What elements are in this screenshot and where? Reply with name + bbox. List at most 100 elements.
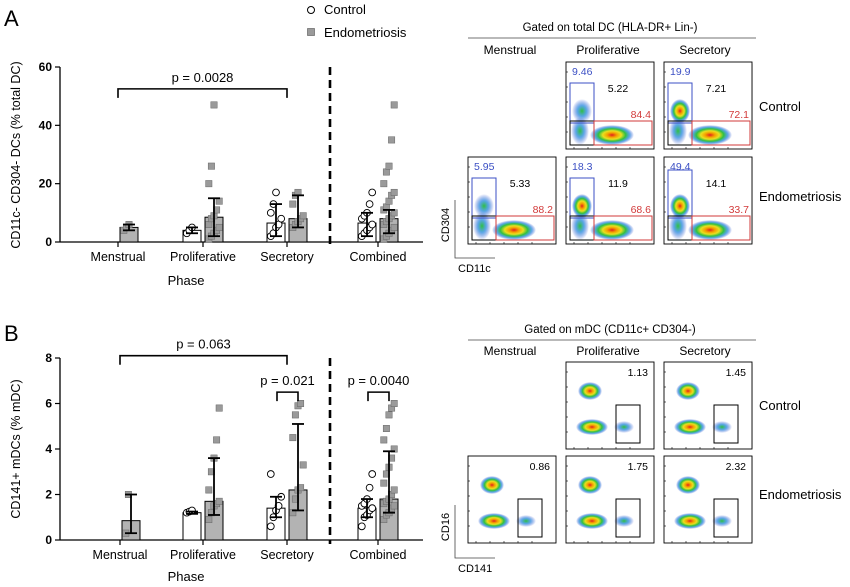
flow-a-title: Gated on total DC (HLA-DR+ Lin-): [523, 22, 698, 34]
data-point: [390, 223, 398, 231]
gate-blue-value: 49.4: [670, 161, 691, 173]
data-point: [385, 411, 393, 419]
data-point: [297, 400, 305, 407]
flow-b-row-control: Control: [759, 398, 801, 413]
gate-red-value: 84.4: [631, 109, 652, 121]
data-point: [289, 200, 297, 208]
flow-plot: 19.9 7.21 72.1: [663, 61, 753, 150]
data-point: [382, 425, 390, 432]
significance-bracket: [119, 354, 288, 365]
data-point: [380, 479, 388, 487]
data-point: [390, 445, 398, 453]
significance-bracket: [276, 391, 299, 402]
data-point: [205, 180, 213, 188]
gate-cd141: [713, 498, 739, 538]
x-tick-label: Menstrual: [91, 250, 146, 264]
bar: [182, 512, 202, 541]
flow-plot: 1.45: [663, 361, 753, 450]
data-point: [365, 483, 374, 492]
density-cloud: [576, 419, 608, 435]
density-cloud: [669, 212, 687, 240]
density-cloud: [670, 99, 690, 123]
data-point: [368, 470, 377, 478]
gate-blue: [667, 82, 693, 124]
gate-black-value: 5.33: [510, 178, 531, 190]
p-value-label: p = 0.0028: [172, 70, 234, 85]
flow-a-col-secretory: Secretory: [679, 43, 730, 57]
gate-red-value: 68.6: [631, 204, 652, 216]
density-cloud: [670, 194, 690, 218]
data-point: [368, 188, 377, 197]
density-cloud: [614, 421, 634, 433]
y-tick-label: 60: [39, 60, 53, 74]
gate-black-value: 7.21: [706, 83, 727, 95]
x-tick-label: Proliferative: [170, 250, 236, 264]
gate-cd141: [615, 404, 641, 444]
data-point: [390, 502, 398, 510]
y-tick-label: 8: [45, 351, 52, 365]
significance-bracket: [117, 88, 288, 98]
gate-blue-value: 5.95: [474, 161, 495, 173]
data-point: [210, 101, 218, 109]
data-point: [385, 197, 393, 205]
density-cloud: [590, 125, 634, 145]
data-point: [289, 434, 297, 442]
gate-red: [691, 120, 751, 146]
density-cloud: [674, 513, 706, 529]
chart-a-xlabel: Phase: [168, 273, 205, 288]
density-cloud: [614, 515, 634, 527]
gate-cd141: [517, 498, 543, 538]
density-cloud: [571, 117, 589, 145]
data-point: [205, 516, 213, 523]
density-cloud: [480, 476, 504, 494]
density-cloud: [516, 515, 536, 527]
panel-letter-a: A: [4, 6, 19, 31]
gate-value: 0.86: [530, 461, 551, 473]
data-point: [380, 436, 388, 444]
density-cloud: [578, 382, 602, 400]
data-point: [289, 509, 297, 517]
legend-control-label: Control: [324, 2, 366, 17]
gate-value: 1.75: [628, 461, 649, 473]
density-cloud: [571, 212, 589, 240]
density-cloud: [572, 99, 592, 123]
data-point: [215, 497, 223, 505]
data-point: [357, 522, 366, 531]
gate-blue: [471, 177, 497, 219]
legend: Control Endometriosis: [307, 2, 407, 40]
data-point: [390, 188, 398, 196]
density-cloud: [674, 419, 706, 435]
chart-a-ylabel: CD11c- CD304- DCs (% total DC): [9, 61, 23, 248]
flow-b-xlabel: CD141: [458, 563, 492, 575]
data-point: [380, 180, 388, 188]
x-tick-label: Secretory: [260, 250, 314, 264]
flow-plot: 1.13: [565, 361, 655, 450]
data-point: [266, 470, 275, 478]
gate-black-value: 5.22: [608, 83, 629, 95]
data-point: [205, 221, 213, 228]
data-point: [368, 220, 377, 229]
density-cloud: [576, 513, 608, 529]
gate-red-value: 88.2: [533, 204, 554, 216]
x-tick-label: Menstrual: [93, 548, 148, 562]
gate-red: [691, 215, 751, 241]
data-point: [382, 168, 390, 176]
density-cloud: [669, 117, 687, 145]
density-cloud: [676, 476, 700, 494]
flow-plot: 2.32: [663, 455, 753, 544]
x-tick-label: Proliferative: [170, 548, 236, 562]
legend-control-marker: [307, 6, 315, 14]
density-cloud: [478, 513, 510, 529]
gate-blue-value: 9.46: [572, 66, 593, 78]
gate-red: [593, 215, 653, 241]
chart-b: CD141+ mDCs (% mDC) Phase 0 2 4 6 8 Menstrual…: [9, 337, 423, 584]
gate-value: 2.32: [726, 461, 747, 473]
data-point: [215, 223, 223, 231]
flow-a-col-menstrual: Menstrual: [484, 43, 537, 57]
data-point: [299, 461, 307, 469]
chart-b-xlabel: Phase: [168, 569, 205, 584]
legend-endo-marker: [307, 28, 315, 36]
gate-blue: [569, 177, 595, 219]
x-tick-label: Secretory: [260, 548, 314, 562]
p-value-label: p = 0.063: [176, 337, 231, 352]
